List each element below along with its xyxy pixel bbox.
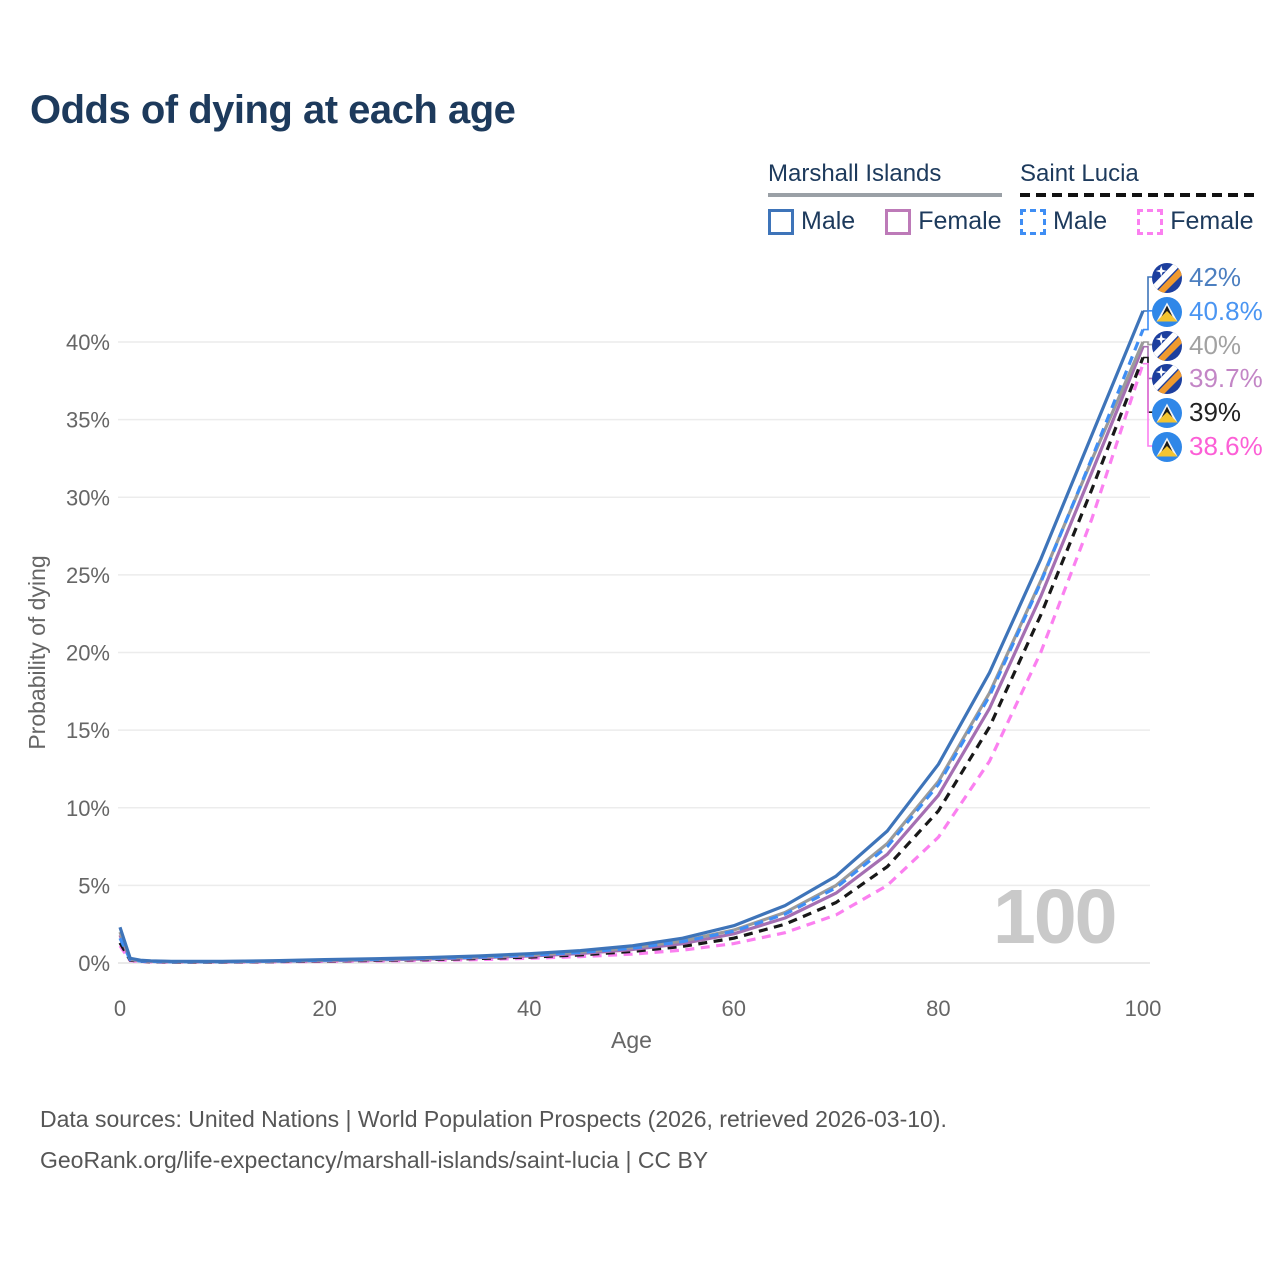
legend-item-mh-female[interactable]: Female xyxy=(885,207,1002,236)
legend-swatch-mh-male xyxy=(768,208,794,235)
x-tick-label: 60 xyxy=(722,996,746,1021)
marshall-islands-flag-icon xyxy=(1152,330,1182,361)
x-tick-label: 80 xyxy=(926,996,950,1021)
x-tick-label: 40 xyxy=(517,996,541,1021)
connector-mh-both xyxy=(1143,341,1154,346)
legend-label-lc-male: Male xyxy=(1053,207,1108,235)
saint-lucia-flag-icon xyxy=(1152,431,1182,462)
y-tick-label: 30% xyxy=(66,485,110,510)
saint-lucia-flag-icon xyxy=(1152,397,1182,428)
data-sources-text: Data sources: United Nations | World Pop… xyxy=(40,1106,947,1132)
end-label-value-lc-female: 38.6% xyxy=(1189,431,1263,461)
chart-plot-area: 0% 5% 10% 15% 20% 25% 30% 35% 40% 0 20 40 60 80 100 Age… xyxy=(24,276,1162,1053)
series-line-mh-female xyxy=(118,346,1145,964)
legend-group-saint-lucia: Saint Lucia Male Female xyxy=(1020,160,1254,236)
connector-lc-male xyxy=(1143,310,1154,331)
legend-underline-dashed xyxy=(1020,193,1254,197)
end-label-value-lc-male: 40.8% xyxy=(1189,296,1263,326)
end-label-mh-both: 40% xyxy=(1152,330,1241,361)
y-tick-label: 15% xyxy=(66,718,110,743)
legend-country-marshall-islands: Marshall Islands xyxy=(768,160,942,187)
end-label-lc-female: 38.6% xyxy=(1152,431,1263,462)
marshall-islands-flag-icon xyxy=(1152,262,1182,293)
series-line-lc-both xyxy=(118,356,1145,964)
legend-item-mh-male[interactable]: Male xyxy=(768,207,855,236)
legend-label-lc-female: Female xyxy=(1170,207,1254,235)
legend-label-mh-female: Female xyxy=(918,207,1002,235)
end-label-mh-female: 39.7% xyxy=(1152,363,1263,394)
legend-swatch-lc-male xyxy=(1020,208,1046,235)
legend-underline-solid xyxy=(768,193,1002,197)
legend-item-lc-male[interactable]: Male xyxy=(1020,207,1107,236)
x-tick-label: 20 xyxy=(312,996,336,1021)
attribution-url-text: GeoRank.org/life-expectancy/marshall-isl… xyxy=(40,1147,709,1173)
y-tick-label: 40% xyxy=(66,330,110,355)
y-tick-label: 0% xyxy=(78,951,110,976)
series-line-mh-male xyxy=(118,310,1145,963)
y-axis-title: Probability of dying xyxy=(24,555,50,749)
y-tick-label: 20% xyxy=(66,641,110,666)
end-label-value-mh-both: 40% xyxy=(1189,330,1242,360)
y-tick-label: 5% xyxy=(78,873,110,898)
connector-mh-male xyxy=(1143,276,1154,312)
end-label-lc-male: 40.8% xyxy=(1152,296,1263,327)
y-tick-label: 10% xyxy=(66,796,110,821)
legend-group-marshall-islands: Marshall Islands Male Female xyxy=(768,160,1002,236)
legend-swatch-mh-female xyxy=(885,208,912,235)
x-axis-title: Age xyxy=(611,1027,652,1053)
y-tick-label: 25% xyxy=(66,563,110,588)
x-tick-label: 0 xyxy=(114,996,126,1021)
legend-country-saint-lucia: Saint Lucia xyxy=(1020,160,1139,187)
marshall-islands-flag-icon xyxy=(1152,363,1182,394)
legend-swatch-lc-female xyxy=(1137,208,1164,235)
series-line-lc-female xyxy=(118,363,1145,964)
end-label-lc-both: 39% xyxy=(1152,397,1241,428)
end-label-mh-male: 42% xyxy=(1152,262,1241,293)
saint-lucia-flag-icon xyxy=(1152,296,1182,327)
age-counter-watermark: 100 xyxy=(993,874,1117,960)
end-label-value-mh-male: 42% xyxy=(1189,262,1242,292)
legend-label-mh-male: Male xyxy=(801,207,856,235)
page-title: Odds of dying at each age xyxy=(30,88,516,132)
end-label-value-lc-both: 39% xyxy=(1189,397,1242,427)
legend-item-lc-female[interactable]: Female xyxy=(1137,207,1254,236)
x-tick-label: 100 xyxy=(1125,996,1162,1021)
y-tick-label: 35% xyxy=(66,408,110,433)
series-line-lc-male xyxy=(118,329,1145,964)
connector-lc-female xyxy=(1143,362,1154,447)
end-label-value-mh-female: 39.7% xyxy=(1189,363,1263,393)
